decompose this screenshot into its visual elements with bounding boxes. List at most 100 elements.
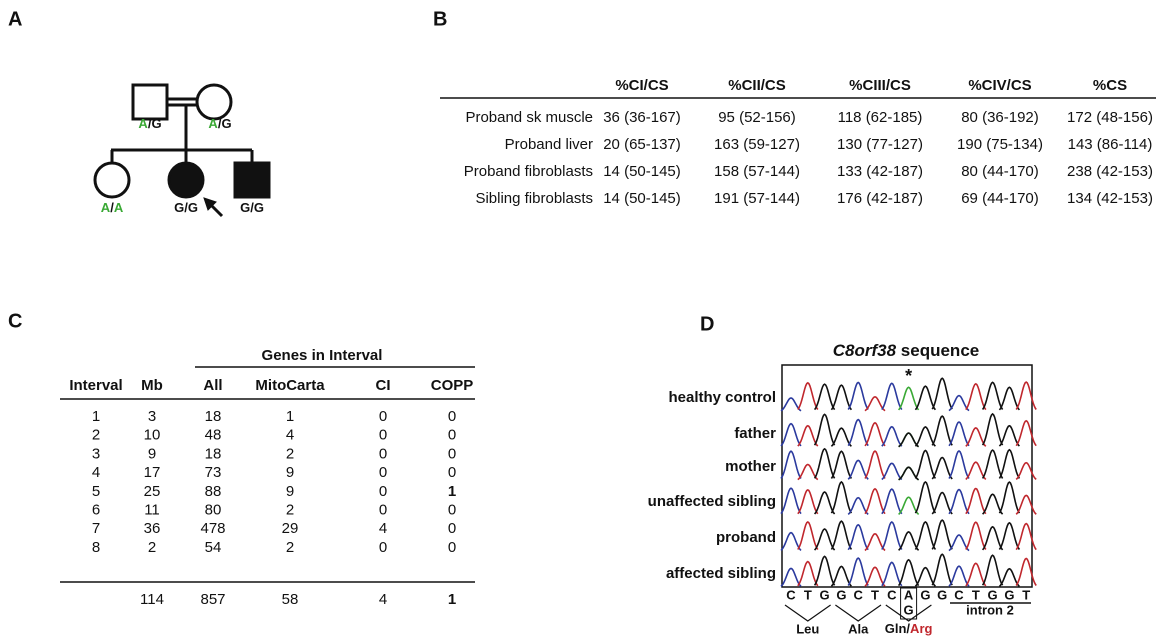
- trace-peak: [966, 384, 986, 410]
- panel-label: A: [8, 8, 22, 30]
- trace-peak: [815, 529, 835, 550]
- cell: 2: [92, 427, 100, 444]
- column-header: MitoCarta: [255, 377, 325, 394]
- trace-peak: [798, 490, 818, 514]
- cell: 3: [148, 408, 156, 425]
- cell: 80 (44-170): [961, 163, 1039, 180]
- trace-peak: [915, 522, 935, 550]
- cell: 190 (75-134): [957, 136, 1043, 153]
- trace-peak: [815, 556, 835, 585]
- trace-peak: [983, 450, 1003, 478]
- group-header: Genes in Interval: [262, 347, 383, 364]
- cell: 17: [144, 464, 161, 481]
- trace-peak: [831, 428, 851, 446]
- alt-base: G: [904, 602, 914, 617]
- trace-peak: [831, 451, 851, 478]
- cell: 0: [448, 539, 456, 556]
- trace-peak: [932, 493, 952, 515]
- cell: 80: [205, 501, 222, 518]
- cell: 2: [286, 445, 294, 462]
- trace-peak: [1016, 463, 1036, 480]
- trace-peak: [932, 378, 952, 409]
- trace-peak: [882, 562, 902, 585]
- cell: 2: [148, 539, 156, 556]
- base: G: [820, 587, 830, 602]
- cell: 4: [286, 427, 294, 444]
- cell: 73: [205, 464, 222, 481]
- cell: 478: [200, 520, 225, 537]
- intron-label: intron 2: [966, 602, 1014, 617]
- cell: 48: [205, 427, 222, 444]
- cell: 0: [448, 408, 456, 425]
- panel-label: C: [8, 310, 22, 332]
- cell: 176 (42-187): [837, 190, 923, 207]
- base: T: [1022, 587, 1030, 602]
- trace-peak: [1016, 524, 1036, 550]
- trace-peak: [932, 554, 952, 585]
- variant-marker: *: [905, 366, 912, 386]
- codon-bracket: [835, 605, 881, 621]
- chromatogram-title: C8orf38 sequence: [833, 341, 979, 360]
- cell: 0: [379, 483, 387, 500]
- trace-peak: [865, 423, 885, 446]
- trace-peak: [865, 489, 885, 514]
- trace-peak: [848, 420, 868, 446]
- trace-peak: [831, 385, 851, 410]
- trace-peak: [865, 451, 885, 478]
- sample-label: father: [734, 425, 776, 442]
- trace-peak: [932, 416, 952, 445]
- cell: 0: [448, 464, 456, 481]
- base: C: [954, 587, 964, 602]
- trace-peak: [966, 489, 986, 514]
- column-header: %CS: [1093, 77, 1127, 94]
- column-header: CI: [376, 377, 391, 394]
- trace-peak: [932, 520, 952, 549]
- genotype: G/G: [174, 200, 198, 215]
- total-cell: 1: [448, 591, 456, 608]
- total-cell: 857: [200, 591, 225, 608]
- trace-peak: [915, 482, 935, 513]
- cell: 0: [379, 408, 387, 425]
- trace-peak: [798, 562, 818, 586]
- trace-peak: [781, 451, 801, 478]
- cell: 172 (48-156): [1067, 109, 1153, 126]
- trace-peak: [915, 451, 935, 479]
- cell: 0: [379, 501, 387, 518]
- trace-peak: [983, 382, 1003, 409]
- cell: 238 (42-153): [1067, 163, 1153, 180]
- trace-peak: [815, 384, 835, 409]
- trace-peak: [882, 463, 902, 479]
- cell: 130 (77-127): [837, 136, 923, 153]
- trace-peak: [1016, 559, 1036, 586]
- trace-peak: [949, 566, 969, 586]
- base: C: [887, 587, 897, 602]
- trace-peak: [848, 498, 868, 515]
- cell: 88: [205, 483, 222, 500]
- cell: 14 (50-145): [603, 190, 681, 207]
- cell: 134 (42-153): [1067, 190, 1153, 207]
- total-cell: 4: [379, 591, 387, 608]
- trace-peak: [999, 387, 1019, 410]
- cell: 6: [92, 501, 100, 518]
- cell: 20 (65-137): [603, 136, 681, 153]
- cell: 0: [448, 520, 456, 537]
- cell: 143 (86-114): [1068, 136, 1153, 153]
- panel-label: D: [700, 313, 714, 335]
- base: T: [871, 587, 879, 602]
- column-header: Mb: [141, 377, 163, 394]
- base: T: [972, 587, 980, 602]
- base: G: [937, 587, 947, 602]
- trace-peak: [848, 383, 868, 410]
- trace-peak: [949, 422, 969, 446]
- title-text: sequence: [901, 341, 979, 360]
- column-header: Interval: [69, 377, 122, 394]
- figure: A B C D A/G A/G A/A G/G G/G Genes in Int…: [0, 0, 1156, 636]
- base: G: [1004, 587, 1014, 602]
- trace-peak: [882, 427, 902, 446]
- cell: 36 (36-167): [603, 109, 681, 126]
- genotype: A/G: [208, 116, 231, 131]
- row-label: Proband sk muscle: [465, 109, 593, 126]
- cell: 118 (62-185): [838, 109, 923, 126]
- trace-peak: [882, 489, 902, 514]
- cell: 0: [379, 464, 387, 481]
